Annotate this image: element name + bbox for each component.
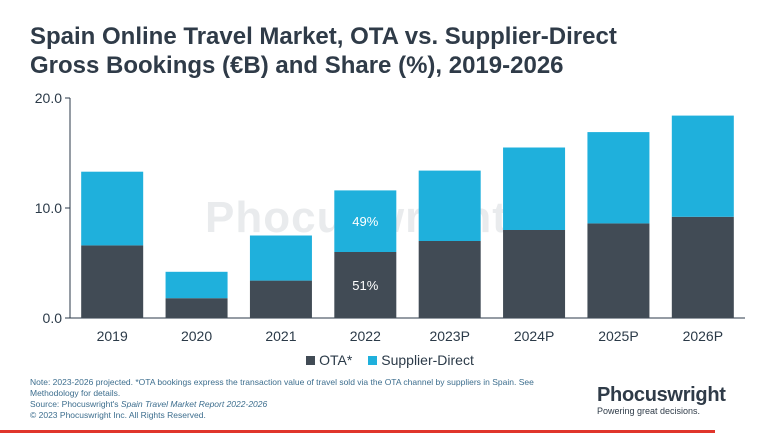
bar-ota	[587, 223, 650, 318]
footer-note-line-1: Note: 2023-2026 projected. *OTA bookings…	[30, 377, 534, 387]
bar-ota	[503, 230, 566, 318]
footer-accent-line	[0, 430, 715, 433]
legend-label-ota: OTA*	[319, 352, 353, 368]
bar-supplier-direct	[587, 132, 650, 224]
bar-ota	[334, 252, 397, 318]
bar-share-label: 49%	[352, 214, 378, 229]
logo-wordmark: Phocuswright	[597, 384, 726, 406]
footer-note-line-2: Methodology for details.	[30, 388, 121, 398]
bar-supplier-direct	[503, 147, 566, 230]
bar-supplier-direct	[418, 170, 481, 241]
bar-supplier-direct	[81, 171, 144, 246]
x-tick-label: 2021	[265, 328, 296, 344]
footer-source: Source: Phocuswright's Spain Travel Mark…	[30, 399, 550, 410]
bar-share-label: 51%	[352, 278, 378, 293]
legend-swatch-ota	[306, 356, 316, 365]
legend-item-ota: OTA*	[306, 352, 352, 368]
bar-ota	[249, 280, 312, 318]
bar-supplier-direct	[165, 271, 228, 299]
legend-label-supplier-direct: Supplier-Direct	[381, 352, 474, 368]
chart-title: Spain Online Travel Market, OTA vs. Supp…	[30, 22, 750, 80]
bar-ota	[165, 298, 228, 318]
footer-source-title: Spain Travel Market Report 2022-2026	[120, 399, 268, 409]
x-tick-label: 2020	[181, 328, 212, 344]
bar-supplier-direct	[249, 235, 312, 281]
bar-ota	[418, 241, 481, 318]
footer-copyright: © 2023 Phocuswright Inc. All Rights Rese…	[30, 410, 206, 420]
chart-title-line-1: Spain Online Travel Market, OTA vs. Supp…	[30, 23, 617, 50]
x-tick-label: 2026P	[683, 328, 723, 344]
y-tick-label: 10.0	[35, 200, 62, 216]
bar-ota	[671, 216, 734, 318]
x-tick-label: 2019	[97, 328, 128, 344]
bar-ota	[81, 245, 144, 318]
footer-source-prefix: Source: Phocuswright's	[30, 399, 121, 409]
phocuswright-logo: Phocuswright Powering great decisions.	[597, 384, 757, 416]
chart-legend: OTA* Supplier-Direct	[0, 352, 780, 368]
logo-tagline: Powering great decisions.	[597, 406, 701, 416]
x-tick-label: 2023P	[429, 328, 469, 344]
x-tick-label: 2025P	[598, 328, 638, 344]
legend-item-supplier-direct: Supplier-Direct	[368, 352, 474, 368]
footer-notes: Note: 2023-2026 projected. *OTA bookings…	[30, 377, 550, 421]
bar-supplier-direct	[671, 115, 734, 217]
chart-title-line-2: Gross Bookings (€B) and Share (%), 2019-…	[30, 52, 564, 79]
x-tick-label: 2022	[350, 328, 381, 344]
bar-supplier-direct	[334, 190, 397, 252]
x-tick-label: 2024P	[514, 328, 554, 344]
legend-swatch-supplier-direct	[368, 356, 378, 365]
y-tick-label: 0.0	[43, 310, 63, 326]
y-tick-label: 20.0	[35, 90, 62, 106]
